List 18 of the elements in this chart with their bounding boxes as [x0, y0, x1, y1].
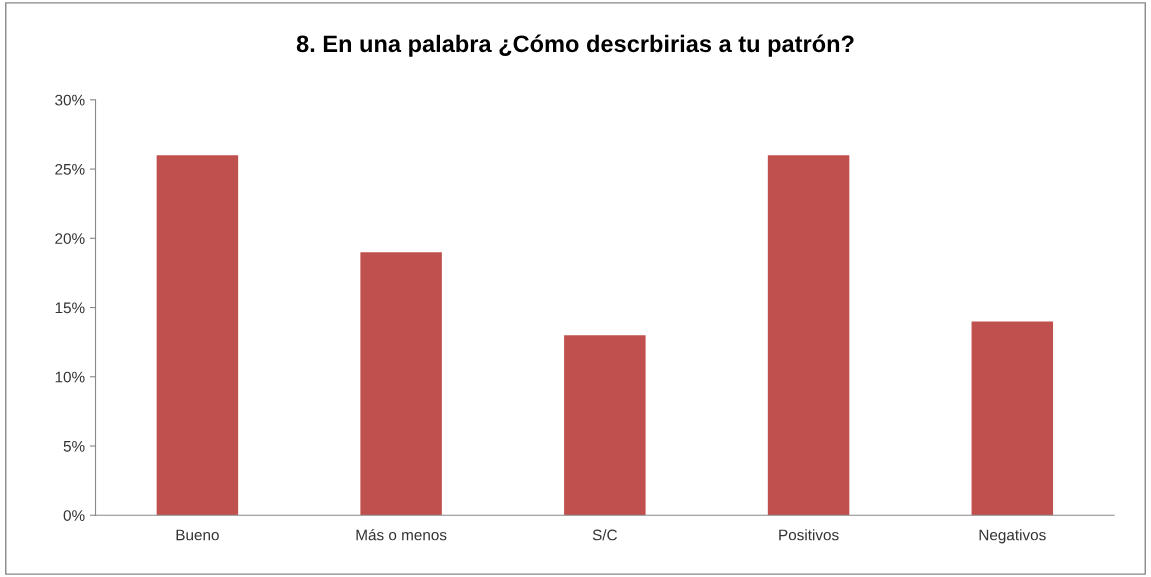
- y-tick-label: 30%: [55, 94, 85, 106]
- chart-title: 8. En una palabra ¿Cómo descrbirias a tu patrón?: [296, 34, 854, 57]
- y-tick-label: 20%: [55, 233, 85, 244]
- x-tick-label: S/C: [592, 529, 617, 541]
- y-tick-label: 10%: [55, 371, 85, 383]
- y-tick-label: 25%: [55, 163, 85, 175]
- bar: [971, 321, 1054, 516]
- x-tick-label: Negativos: [979, 529, 1046, 544]
- y-tick-label: 5%: [63, 440, 85, 452]
- y-tick-label: 0%: [63, 510, 85, 521]
- bar: [564, 335, 646, 516]
- bar: [156, 155, 239, 516]
- bar: [767, 155, 850, 516]
- x-tick-label: Bueno: [176, 529, 219, 541]
- x-tick-label: Positivos: [779, 529, 839, 541]
- y-tick-label: 15%: [55, 302, 85, 314]
- bar: [360, 252, 442, 516]
- x-tick-label: Más o menos: [356, 528, 447, 541]
